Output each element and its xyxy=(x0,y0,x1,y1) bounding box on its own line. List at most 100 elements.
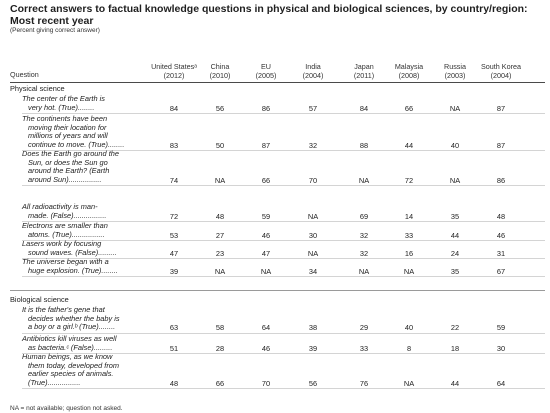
table-cell: 38 xyxy=(308,323,318,333)
table-cell: 16 xyxy=(404,248,414,258)
table-cell: NA xyxy=(403,266,415,276)
table-cell: 87 xyxy=(496,141,506,151)
question-line: (True)................ xyxy=(28,378,81,388)
table-cell: 76 xyxy=(359,379,369,389)
question-line: The universe began with a xyxy=(22,257,109,266)
question-line: Does the Earth go around the xyxy=(22,149,119,158)
table-cell: 67 xyxy=(496,266,506,276)
table-title: Correct answers to factual knowledge que… xyxy=(10,3,528,27)
table-cell: 64 xyxy=(496,379,506,389)
table-cell: 58 xyxy=(215,323,225,333)
table-cell: 22 xyxy=(450,323,460,333)
table-cell: 30 xyxy=(308,230,318,240)
footnote: NA = not available; question not asked. xyxy=(10,405,123,412)
row-divider xyxy=(22,112,545,114)
table-cell: NA xyxy=(307,248,319,258)
table-cell: 32 xyxy=(359,248,369,258)
question-text: The continents have been moving their loc… xyxy=(22,114,150,150)
column-header: South Korea (2004) xyxy=(477,44,525,80)
row-divider xyxy=(22,388,545,390)
table-cell: 59 xyxy=(261,211,271,221)
question-line: as bacteria.ᶜ (False)......... xyxy=(28,342,113,352)
table-cell: 24 xyxy=(450,248,460,258)
table-cell: 56 xyxy=(308,379,318,389)
row-divider xyxy=(22,185,545,187)
table-cell: 33 xyxy=(404,230,414,240)
question-line: very hot. (True)........ xyxy=(28,102,95,112)
table-cell: 87 xyxy=(261,141,271,151)
table-subtitle: (Percent giving correct answer) xyxy=(10,27,100,34)
column-header: India (2004) xyxy=(289,44,337,80)
question-line: continue to move. (True)........ xyxy=(28,140,125,150)
question-text: Antibiotics kill viruses as well as bacte… xyxy=(22,334,150,352)
table-cell: 23 xyxy=(215,248,225,258)
question-line: Electrons are smaller than xyxy=(22,221,108,230)
column-header-name: United Statesᵃ xyxy=(151,62,197,72)
question-line: around Sun)................ xyxy=(28,175,102,185)
table-cell: 39 xyxy=(308,343,318,353)
table-cell: 18 xyxy=(450,343,460,353)
column-header-year: (2005) xyxy=(255,70,277,80)
question-text: Electrons are smaller than atoms. (True).… xyxy=(22,221,150,239)
question-line: Antibiotics kill viruses as well xyxy=(22,334,117,343)
table-cell: 70 xyxy=(261,379,271,389)
table-cell: NA xyxy=(403,379,415,389)
question-text: The universe began with a huge explosion.… xyxy=(22,257,150,275)
column-header: EU (2005) xyxy=(242,44,290,80)
question-line: millions of years and will xyxy=(28,131,108,141)
column-header: Russia (2003) xyxy=(431,44,479,80)
table-cell: 44 xyxy=(450,230,460,240)
table-cell: 63 xyxy=(169,323,179,333)
column-header-name: India xyxy=(305,62,321,72)
question-text: It is the father's gene that decides whet… xyxy=(22,305,150,332)
table-cell: 59 xyxy=(496,323,506,333)
column-header-name: Russia xyxy=(444,62,466,72)
question-line: earlier species of animals. xyxy=(28,369,114,379)
column-header-year: (2012) xyxy=(163,70,185,80)
table-cell: NA xyxy=(214,176,226,186)
table-cell: 32 xyxy=(308,141,318,151)
header-rule xyxy=(10,82,545,83)
table-cell: 14 xyxy=(404,211,414,221)
column-header-name: EU xyxy=(261,62,271,72)
table-cell: 48 xyxy=(215,211,225,221)
table-cell: 33 xyxy=(359,343,369,353)
row-divider xyxy=(22,150,545,152)
table-cell: 66 xyxy=(404,103,414,113)
table-cell: 28 xyxy=(215,343,225,353)
row-divider xyxy=(22,257,545,259)
question-line: a boy or a girl.ᵇ (True)........ xyxy=(28,322,116,332)
table-cell: NA xyxy=(449,103,461,113)
row-divider xyxy=(22,275,545,277)
question-line: It is the father's gene that xyxy=(22,305,105,314)
table-cell: 50 xyxy=(215,141,225,151)
section-divider xyxy=(10,290,545,291)
table-cell: NA xyxy=(214,266,226,276)
question-line: sound waves. (False)......... xyxy=(28,247,117,257)
table-cell: 40 xyxy=(450,141,460,151)
table-cell: 86 xyxy=(261,103,271,113)
column-header: China (2010) xyxy=(196,44,244,80)
question-text: Does the Earth go around the Sun, or does… xyxy=(22,149,150,185)
table-cell: 46 xyxy=(261,343,271,353)
table-cell: 69 xyxy=(359,211,369,221)
question-line: The continents have been xyxy=(22,114,108,123)
column-header-year: (2010) xyxy=(209,70,231,80)
table-cell: 44 xyxy=(450,379,460,389)
row-divider xyxy=(22,220,545,222)
row-divider xyxy=(22,352,545,354)
question-line: them today, developed from xyxy=(28,360,120,370)
table-cell: 39 xyxy=(169,266,179,276)
column-header-name: Japan xyxy=(354,62,374,72)
table-cell: 32 xyxy=(359,230,369,240)
column-header-year: (2004) xyxy=(302,70,324,80)
column-header-year: (2004) xyxy=(490,70,512,80)
question-text: Lasers work by focusing sound waves. (Fal… xyxy=(22,239,150,257)
table-cell: 47 xyxy=(261,248,271,258)
table-cell: 30 xyxy=(496,343,506,353)
question-line: atoms. (True)................ xyxy=(28,229,105,239)
question-line: All radioactivity is man- xyxy=(22,202,98,211)
column-header-year: (2011) xyxy=(353,70,375,80)
table-cell: 84 xyxy=(169,103,179,113)
table-cell: 46 xyxy=(496,230,506,240)
